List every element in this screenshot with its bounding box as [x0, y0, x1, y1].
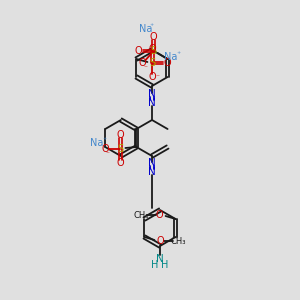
Text: O: O: [156, 210, 164, 220]
Text: O: O: [139, 58, 146, 68]
Text: N: N: [156, 254, 164, 264]
Text: S: S: [149, 58, 155, 68]
Text: N: N: [148, 158, 156, 168]
Text: CH₃: CH₃: [171, 236, 186, 245]
Text: O: O: [157, 236, 164, 246]
Text: CH₃: CH₃: [134, 211, 149, 220]
Text: N: N: [148, 89, 156, 99]
Text: H: H: [161, 260, 169, 270]
Text: ⁻: ⁻: [144, 64, 148, 73]
Text: H: H: [151, 260, 159, 270]
Text: O: O: [148, 72, 156, 82]
Text: Na: Na: [139, 24, 152, 34]
Text: ⁺: ⁺: [149, 22, 154, 31]
Text: ⁻: ⁻: [155, 73, 159, 82]
Text: N: N: [148, 167, 156, 177]
Text: Na: Na: [164, 52, 177, 62]
Text: ⁺: ⁺: [176, 50, 181, 58]
Text: S: S: [117, 144, 124, 154]
Text: N: N: [148, 98, 156, 108]
Text: O: O: [135, 46, 142, 56]
Text: O: O: [117, 130, 124, 140]
Text: O: O: [164, 58, 171, 68]
Text: Na: Na: [90, 138, 103, 148]
Text: S: S: [151, 46, 157, 56]
Text: O: O: [150, 32, 158, 42]
Text: ⁺: ⁺: [102, 136, 106, 145]
Text: O: O: [148, 44, 156, 54]
Text: ⁻: ⁻: [105, 149, 110, 158]
Text: O: O: [117, 158, 124, 168]
Text: O: O: [102, 144, 109, 154]
